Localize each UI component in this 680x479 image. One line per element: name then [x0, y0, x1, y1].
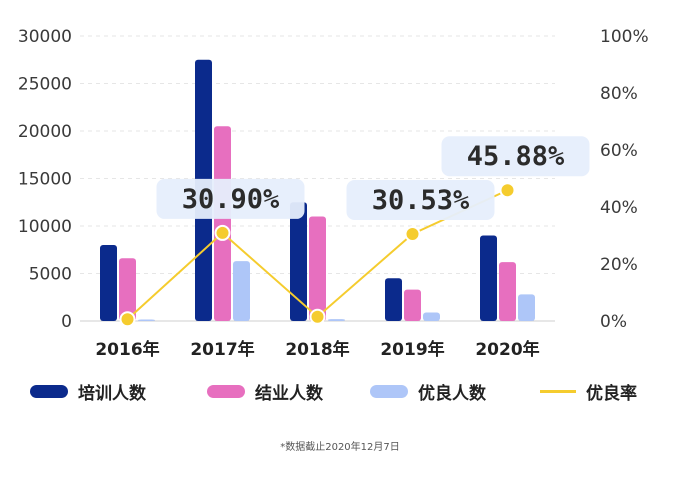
y-left-tick-label: 25000: [18, 75, 72, 95]
bar: [100, 245, 117, 321]
y-right-tick-label: 40%: [600, 198, 638, 218]
legend-item-excellent: 优良人数: [370, 376, 486, 406]
x-tick-label: 2018年: [285, 339, 349, 360]
legend-item-rate: 优良率: [540, 376, 637, 406]
legend-label-training: 培训人数: [78, 383, 146, 404]
y-left-tick-label: 30000: [18, 27, 72, 47]
bar: [404, 289, 421, 321]
legend-label-excellent: 优良人数: [418, 383, 486, 404]
annotation-badge: [156, 178, 305, 219]
y-left-tick-label: 20000: [18, 122, 72, 142]
bar: [423, 312, 440, 321]
annotation-badge: [346, 179, 495, 220]
bar: [385, 278, 402, 321]
combo-chart: 0 5000 10000 15000 20000 25000 30000 0% 20% 40% 60…: [18, 27, 649, 360]
rate-point: [309, 308, 326, 325]
legend-label-rate: 优良率: [586, 383, 637, 404]
annotation-label: 30.53%: [372, 185, 470, 216]
x-tick-label: 2020年: [475, 339, 539, 360]
footnote: *数据截止2020年12月7日: [280, 442, 400, 453]
legend-line-rate: [540, 389, 576, 393]
bar: [499, 262, 516, 321]
bar: [518, 294, 535, 321]
x-tick-label: 2017年: [190, 339, 254, 360]
legend-item-graduates: 结业人数: [207, 376, 323, 406]
legend: 培训人数 结业人数 优良人数 优良率: [0, 376, 680, 406]
y-left-tick-label: 5000: [29, 265, 72, 285]
bar: [214, 126, 231, 321]
legend-swatch-excellent: [370, 384, 408, 398]
rate-point: [499, 182, 516, 199]
rate-point: [404, 225, 421, 242]
legend-swatch-graduates: [207, 384, 245, 398]
bar: [328, 319, 345, 321]
x-tick-label: 2016年: [95, 339, 159, 360]
x-tick-label: 2019年: [380, 339, 444, 360]
legend-swatch-training: [30, 384, 68, 398]
y-right-tick-label: 80%: [600, 84, 638, 104]
y-right-tick-label: 100%: [600, 27, 649, 47]
annotation-label: 45.88%: [467, 141, 565, 172]
y-right-tick-label: 60%: [600, 141, 638, 161]
bar: [138, 319, 155, 321]
bar: [480, 235, 497, 321]
rate-point: [119, 311, 136, 328]
bar: [309, 216, 326, 321]
legend-label-graduates: 结业人数: [255, 383, 323, 404]
y-right-tick-label: 0%: [600, 312, 627, 332]
bar: [233, 261, 250, 321]
legend-item-training: 培训人数: [30, 376, 146, 406]
bar: [290, 202, 307, 321]
y-right-tick-label: 20%: [600, 255, 638, 275]
annotation-label: 30.90%: [182, 184, 280, 215]
bar: [119, 258, 136, 321]
y-left-tick-label: 15000: [18, 170, 72, 190]
annotation-badge: [441, 136, 590, 177]
rate-point: [214, 224, 231, 241]
y-left-tick-label: 10000: [18, 217, 72, 237]
y-left-tick-label: 0: [61, 312, 72, 332]
